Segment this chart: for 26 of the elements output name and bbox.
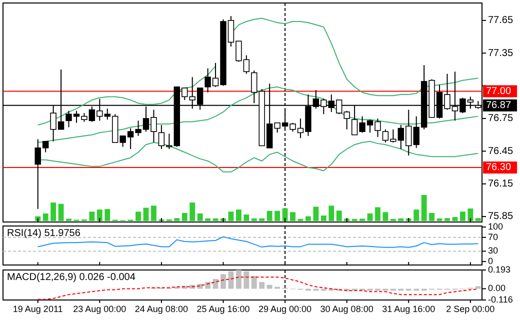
x-tick-label: 23 Aug 00:00: [73, 304, 126, 314]
y-tick-label: 75.85: [488, 211, 514, 222]
x-tick-label: 31 Aug 16:00: [382, 304, 436, 314]
y-tick-label: 100: [488, 221, 504, 232]
y-tick-label: 0.193: [488, 264, 511, 274]
x-tick-label: 19 Aug 2011: [12, 304, 63, 314]
chart-title: RSI(14) 51.9756: [7, 228, 81, 239]
y-tick-label: 76.45: [488, 146, 514, 157]
y-tick-label: 0: [488, 256, 494, 266]
ref-line-label: 76.30: [486, 162, 512, 174]
y-tick-label: 77.65: [488, 15, 514, 26]
y-tick-label: -0.116: [488, 294, 513, 304]
x-tick-label: 30 Aug 08:00: [320, 304, 374, 314]
x-tick-label: 29 Aug 00:00: [258, 304, 312, 314]
x-tick-label: 25 Aug 16:00: [196, 304, 250, 314]
y-tick-label: 0.00: [488, 283, 506, 294]
y-tick-label: 70: [488, 232, 498, 242]
y-tick-label: 76.75: [488, 113, 514, 124]
y-tick-label: 76.15: [488, 178, 514, 190]
ref-line-label: 76.87: [486, 100, 512, 112]
x-tick-label: 24 Aug 08:00: [134, 304, 188, 314]
y-tick-label: 30: [488, 246, 498, 256]
y-tick-label: 77.35: [488, 48, 514, 59]
ref-line-label: 77.00: [486, 86, 512, 97]
chart-title: MACD(12,26,9) 0.026 -0.004: [7, 272, 136, 283]
x-tick-label: 2 Sep 00:00: [446, 304, 495, 314]
